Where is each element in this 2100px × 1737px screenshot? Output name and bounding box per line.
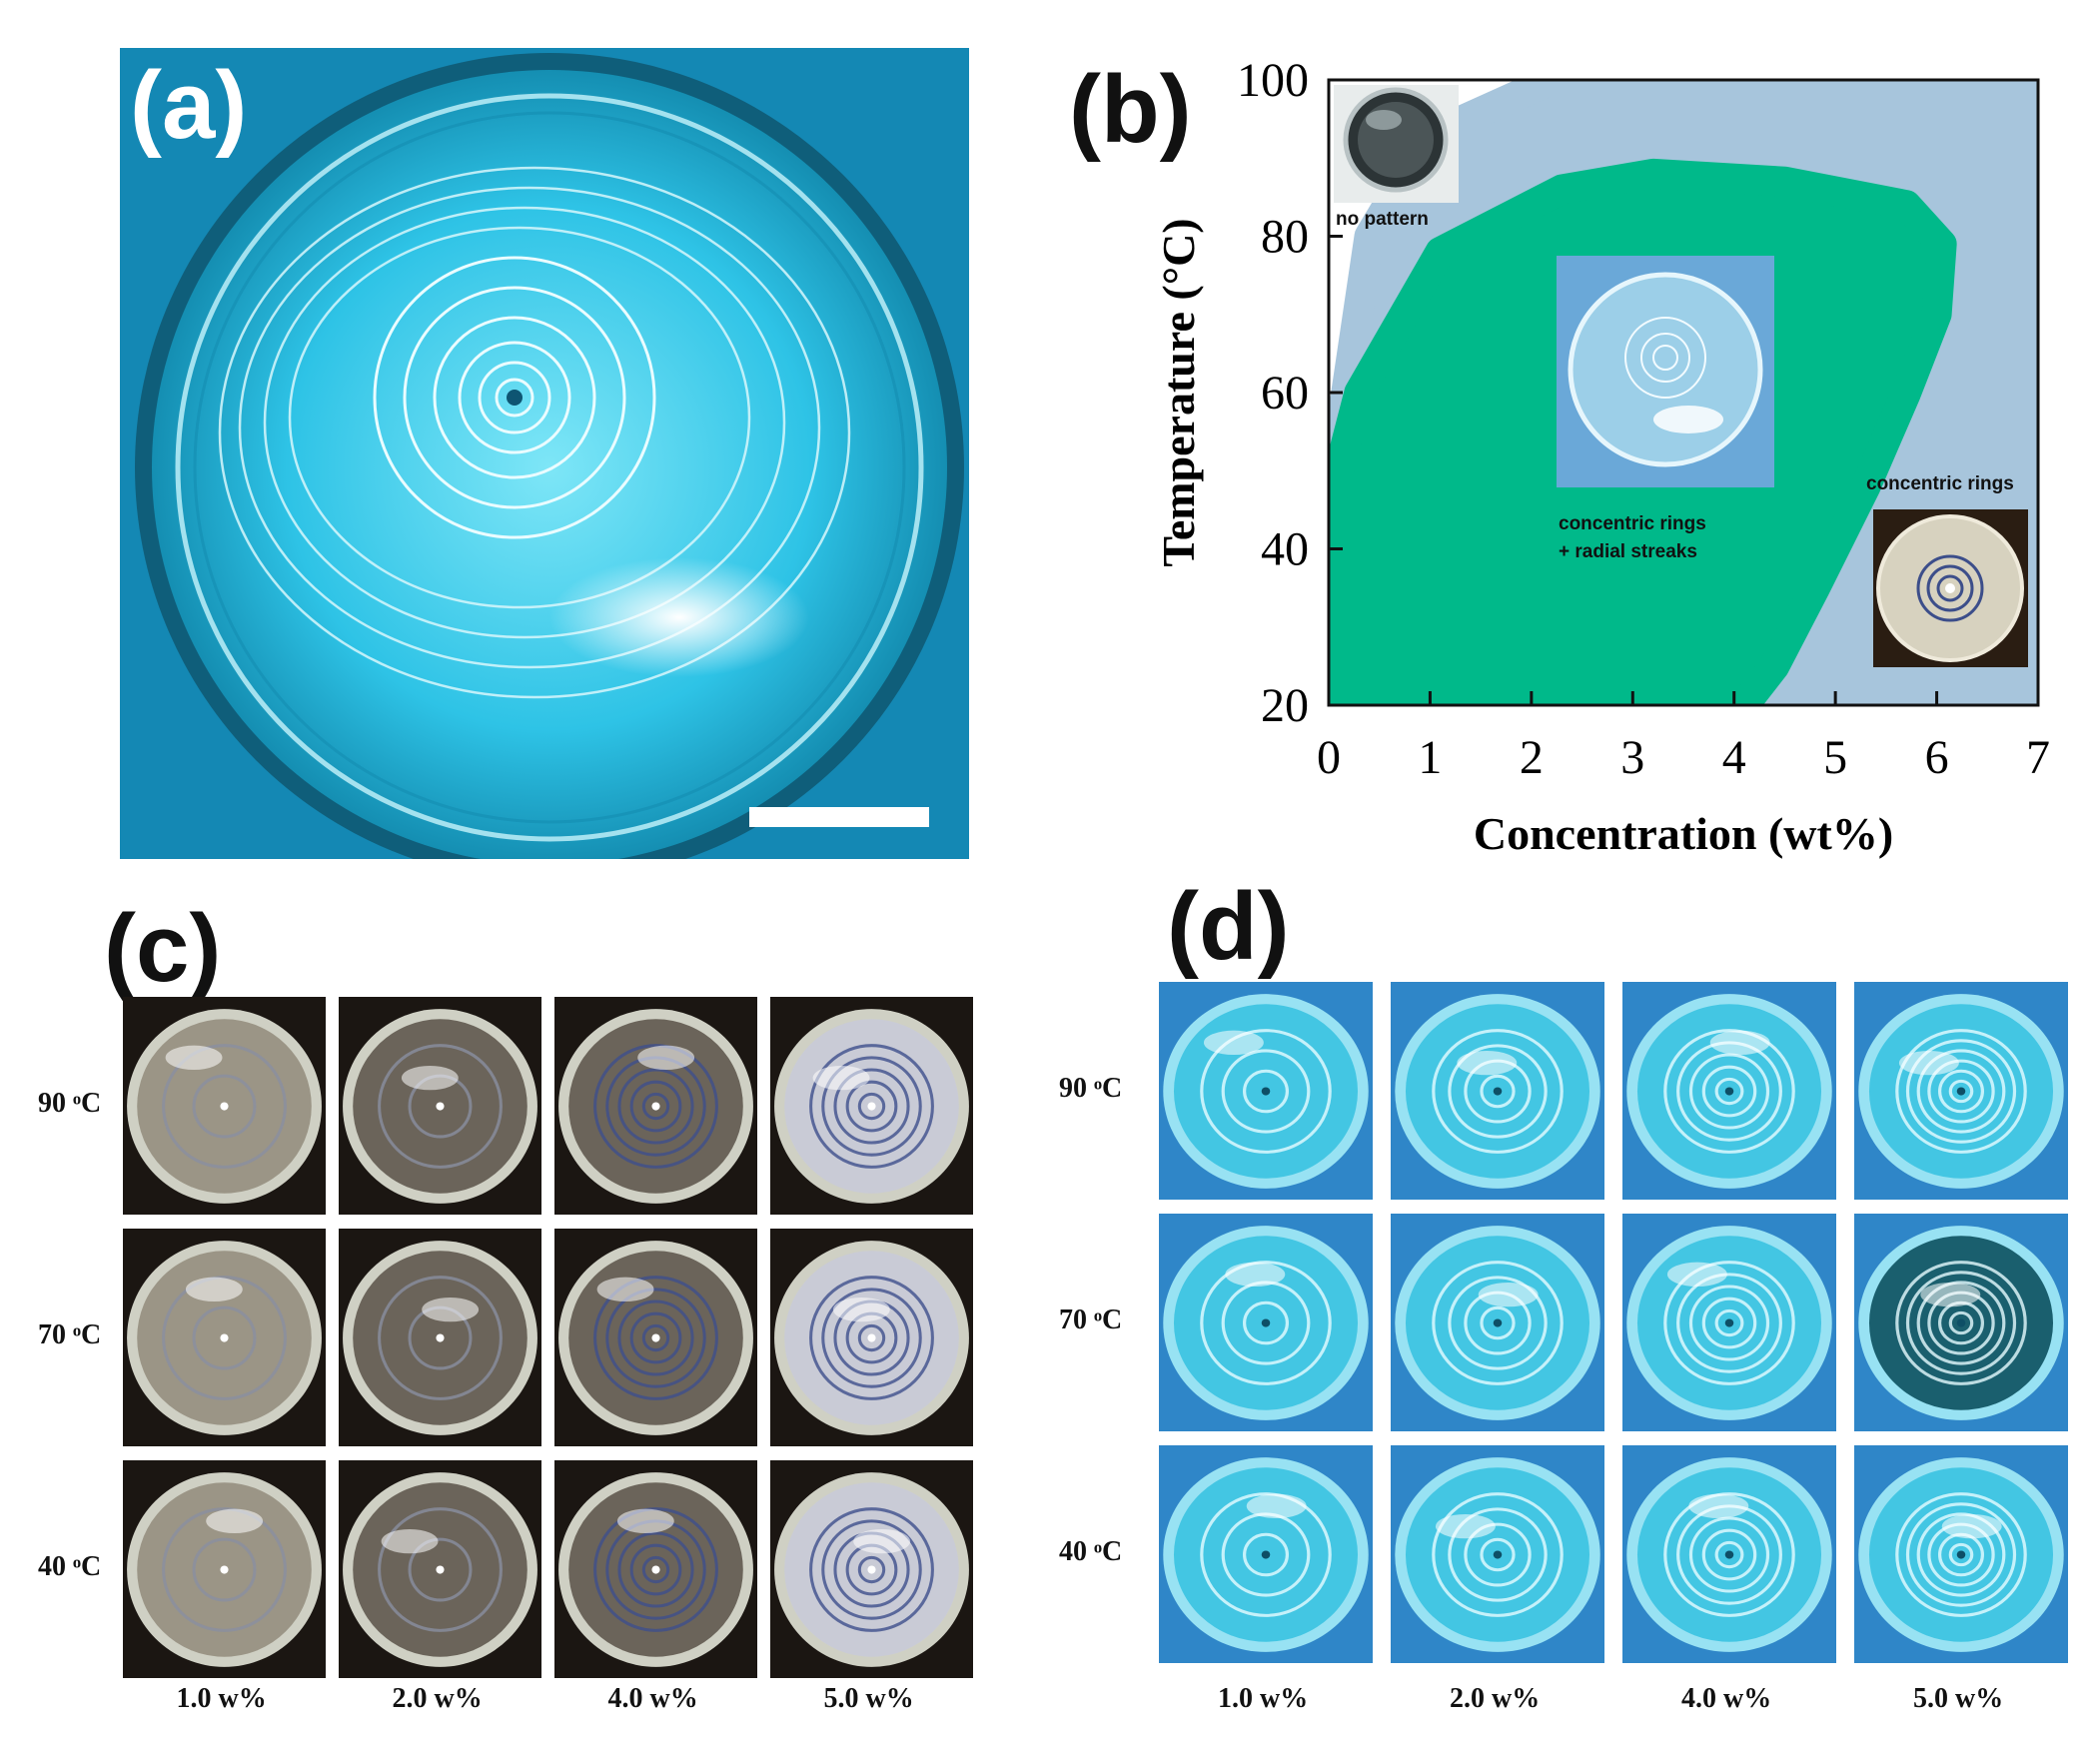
x-tick-label: 2 — [1520, 731, 1544, 784]
grid_c-dish-photo — [770, 997, 973, 1215]
y-tick-label: 20 — [1261, 679, 1309, 732]
grid_c-col-label: 1.0 w% — [176, 1683, 267, 1714]
grid_c-dish-photo — [554, 997, 757, 1215]
ticks-layer: 0 1 2 3 4 5 6 7 20 40 60 80 100 — [1237, 54, 2050, 784]
panel-c-label: (c) — [104, 895, 222, 1002]
grid_d-col-label: 1.0 w% — [1218, 1683, 1309, 1714]
x-tick-label: 5 — [1823, 731, 1847, 784]
y-axis-title: Temperature (°C) — [1153, 218, 1204, 566]
grid_d-col-label: 4.0 w% — [1681, 1683, 1772, 1714]
y-tick-label: 100 — [1237, 54, 1309, 107]
grid_c-col-label: 5.0 w% — [823, 1683, 914, 1714]
grid_c-dish-photo — [770, 1460, 973, 1678]
panel-d-label: (d) — [1167, 873, 1290, 980]
region-label-line2: + radial streaks — [1559, 541, 1697, 562]
inset-rings-streaks — [1557, 256, 1774, 487]
x-tick-label: 4 — [1722, 731, 1746, 784]
grid_d-dish-photo — [1622, 1445, 1836, 1663]
grid_c-dish-photo — [554, 1460, 757, 1678]
inset-no-pattern: no pattern — [1334, 85, 1459, 230]
grid_d-dish-photo — [1622, 1214, 1836, 1431]
grid_d-dish-photo — [1159, 982, 1373, 1200]
region-label-line1: concentric rings — [1559, 513, 1706, 534]
x-tick-label: 6 — [1925, 731, 1949, 784]
grid_d-dish-photo — [1854, 1445, 2068, 1663]
panel-a-photo: (a) — [120, 48, 969, 859]
petri-dish-photo-a: (a) — [120, 48, 969, 859]
grid_c-dish-photo — [339, 997, 541, 1215]
grid_d-row-label: 70 ᵒC — [1059, 1304, 1123, 1335]
y-tick-label: 60 — [1261, 367, 1309, 420]
grid_d-dish-photo — [1159, 1214, 1373, 1431]
grid_d-row-label: 40 ᵒC — [1059, 1536, 1123, 1567]
grid_d-dish-photo — [1391, 1214, 1604, 1431]
grid_d-dish-photo — [1854, 1214, 2068, 1431]
grid_c-dish-photo — [339, 1460, 541, 1678]
grid_c-col-label: 2.0 w% — [392, 1683, 483, 1714]
panel-a-label: (a) — [130, 52, 247, 159]
panel-b-label: (b) — [1069, 56, 1192, 163]
grid_c-dish-photo — [770, 1229, 973, 1446]
x-tick-label: 7 — [2026, 731, 2050, 784]
grid_d-dish-photo — [1854, 982, 2068, 1200]
grid_d-col-label: 2.0 w% — [1450, 1683, 1541, 1714]
grid_c-row-label: 90 ᵒC — [38, 1088, 102, 1119]
phase-diagram-svg: 0 1 2 3 4 5 6 7 20 40 60 80 100 no pattern concentri… — [1153, 54, 2050, 859]
y-tick-label: 80 — [1261, 211, 1309, 264]
inset-concentric-rings — [1873, 509, 2028, 667]
grid_d-dish-photo — [1622, 982, 1836, 1200]
grid_c-dish-photo — [123, 1460, 326, 1678]
grid_c-row-label: 40 ᵒC — [38, 1551, 102, 1582]
grid_c-row-label: 70 ᵒC — [38, 1319, 102, 1350]
grid_c-dish-photo — [123, 1229, 326, 1446]
inset-label-no-pattern: no pattern — [1336, 209, 1429, 230]
grid_d-col-label: 5.0 w% — [1913, 1683, 2004, 1714]
region-label-concentric-rings: concentric rings — [1866, 473, 2014, 494]
x-tick-label: 1 — [1418, 731, 1442, 784]
grid_c-col-label: 4.0 w% — [607, 1683, 698, 1714]
y-tick-label: 40 — [1261, 523, 1309, 576]
grid_d-row-label: 90 ᵒC — [1059, 1073, 1123, 1104]
x-axis-title: Concentration (wt%) — [1474, 808, 1893, 859]
x-tick-label: 0 — [1317, 731, 1341, 784]
grid_c-dish-photo — [339, 1229, 541, 1446]
x-tick-label: 3 — [1620, 731, 1644, 784]
phase-diagram-chart: 0 1 2 3 4 5 6 7 20 40 60 80 100 no pattern concentri… — [1129, 40, 2078, 889]
grid_d-dish-photo — [1391, 1445, 1604, 1663]
grid_d-dish-photo — [1159, 1445, 1373, 1663]
grid_c-dish-photo — [554, 1229, 757, 1446]
grid_d-dish-photo — [1391, 982, 1604, 1200]
grid_c-dish-photo — [123, 997, 326, 1215]
